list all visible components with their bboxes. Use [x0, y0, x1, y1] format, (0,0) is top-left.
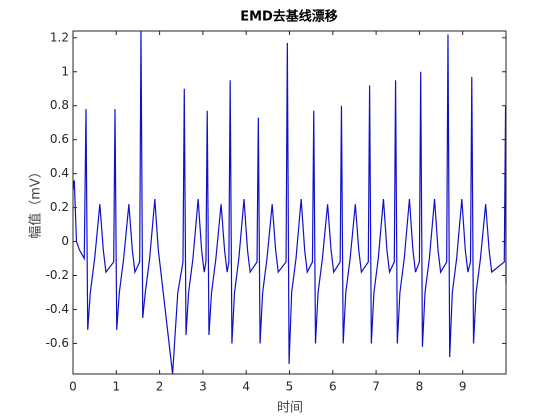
x-tick-label: 2 [156, 380, 164, 394]
chart-title: EMD去基线漂移 [240, 9, 338, 25]
y-tick-label: 0 [61, 234, 69, 248]
x-tick-label: 6 [329, 380, 337, 394]
y-tick-label: 1 [61, 64, 69, 78]
x-tick-label: 0 [69, 380, 77, 394]
y-tick-label: -0.6 [46, 336, 69, 350]
y-tick-label: 0.4 [50, 166, 69, 180]
y-tick-label: 0.2 [50, 200, 69, 214]
x-axis-label: 时间 [277, 401, 303, 416]
x-tick-label: 5 [286, 380, 294, 394]
x-tick-label: 3 [199, 380, 207, 394]
plot-frame [72, 30, 507, 375]
data-line [72, 30, 507, 375]
x-tick-label: 1 [112, 380, 120, 394]
x-tick-label: 9 [459, 380, 467, 394]
y-axis-label: 幅值（mV） [28, 165, 44, 239]
x-tick-label: 7 [372, 380, 380, 394]
y-tick-label: 1.2 [50, 30, 69, 44]
y-tick-label: -0.4 [46, 302, 69, 316]
y-tick-label: 0.6 [50, 132, 69, 146]
y-tick-label: -0.2 [46, 268, 69, 282]
y-tick-label: 0.8 [50, 98, 69, 112]
x-tick-label: 4 [242, 380, 250, 394]
x-tick-label: 8 [416, 380, 424, 394]
